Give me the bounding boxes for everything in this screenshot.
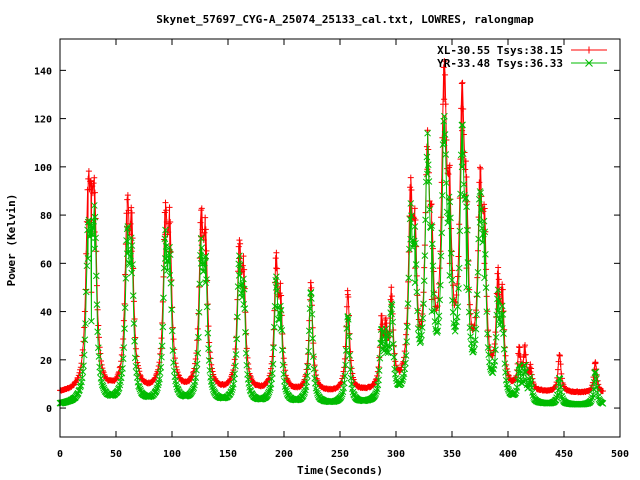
x-tick-label-8: 400 [499,449,517,460]
y-tick-label-3: 60 [40,259,52,270]
series-0 [57,58,606,396]
y-axis-title: Power (Kelvin) [5,194,18,287]
series-markers-0 [57,58,606,396]
y-tick-label-7: 140 [34,66,52,77]
x-tick-label-10: 500 [611,449,629,460]
x-tick-label-5: 250 [331,449,349,460]
legend-marker-1 [585,59,593,67]
x-tick-label-1: 50 [110,449,122,460]
x-tick-label-0: 0 [57,449,63,460]
series-line-0 [59,61,604,394]
legend-marker-0 [585,46,593,54]
y-tick-label-5: 100 [34,163,52,174]
y-tick-label-6: 120 [34,115,52,126]
x-tick-label-4: 200 [275,449,293,460]
x-tick-label-3: 150 [219,449,237,460]
x-tick-label-6: 300 [387,449,405,460]
plot-area [56,58,607,408]
x-tick-label-2: 100 [163,449,181,460]
y-tick-label-4: 80 [40,211,52,222]
x-axis-title: Time(Seconds) [297,464,383,477]
legend-label-1: YR-33.48 Tsys:36.33 [437,57,563,70]
y-tick-label-2: 40 [40,308,52,319]
y-tick-label-0: 0 [46,404,52,415]
y-tick-label-1: 20 [40,356,52,367]
x-tick-label-7: 350 [443,449,461,460]
chart-title: Skynet_57697_CYG-A_25074_25133_cal.txt, … [156,13,534,26]
legend-label-0: XL-30.55 Tsys:38.15 [437,44,563,57]
series-line-1 [60,116,604,405]
plot-frame [59,38,621,438]
x-tick-label-9: 450 [555,449,573,460]
